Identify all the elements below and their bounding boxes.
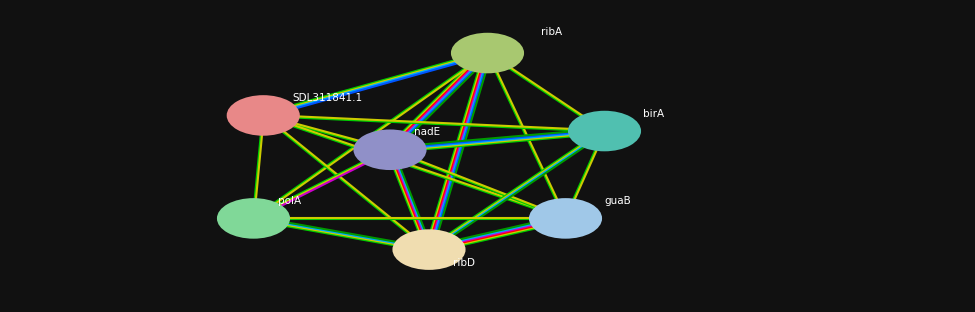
Ellipse shape: [353, 129, 427, 170]
Ellipse shape: [216, 198, 291, 239]
Text: ribA: ribA: [541, 27, 563, 37]
Text: SDL311841.1: SDL311841.1: [292, 93, 363, 103]
Ellipse shape: [450, 33, 525, 73]
Text: guaB: guaB: [604, 196, 631, 206]
Ellipse shape: [392, 229, 466, 270]
Text: birA: birA: [644, 109, 665, 119]
Ellipse shape: [567, 111, 642, 151]
Ellipse shape: [226, 95, 300, 136]
Text: ribD: ribD: [453, 258, 476, 268]
Ellipse shape: [528, 198, 603, 239]
Text: polA: polA: [278, 196, 301, 206]
Text: nadE: nadE: [414, 127, 441, 137]
